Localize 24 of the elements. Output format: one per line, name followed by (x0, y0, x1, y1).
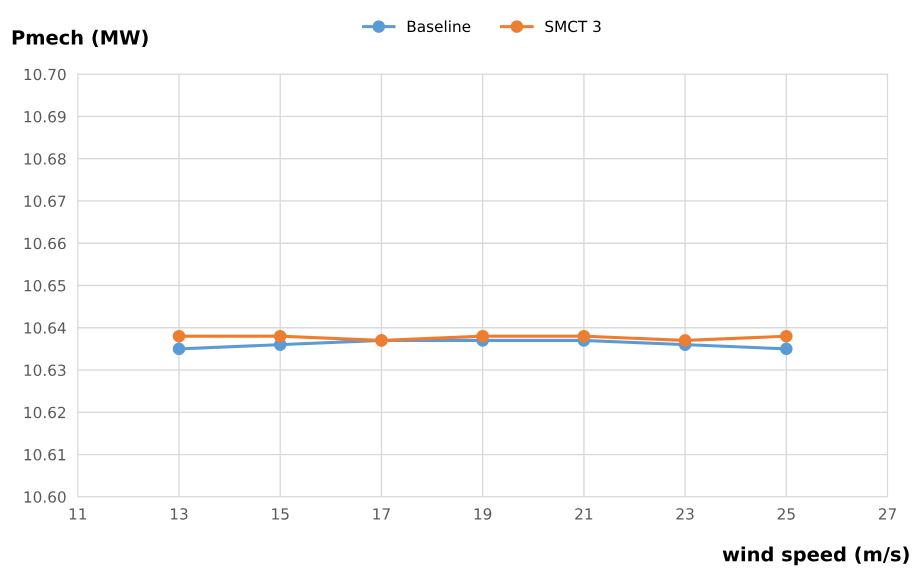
y-tick-label: 10.67 (24, 195, 66, 208)
y-tick-label: 10.61 (24, 448, 66, 461)
y-tick-label: 10.62 (24, 406, 66, 418)
x-tick-label: 17 (373, 508, 390, 520)
y-tick-label: 10.66 (24, 238, 66, 250)
legend-label: SMCT 3 (545, 20, 601, 32)
y-tick-label: 10.70 (24, 68, 66, 80)
x-tick-label: 13 (170, 508, 188, 520)
x-tick-label: 23 (676, 508, 694, 520)
legend-label: Baseline (408, 20, 470, 32)
x-tick-label: 11 (70, 508, 86, 520)
x-axis-title: wind speed (m/s) (722, 546, 909, 566)
x-tick-label: 15 (272, 508, 289, 520)
x-tick-label: 19 (474, 508, 492, 520)
y-axis-title: Pmech (MW) (12, 30, 148, 48)
y-tick-label: 10.68 (24, 153, 66, 165)
y-tick-label: 10.69 (24, 110, 66, 123)
y-tick-label: 10.60 (24, 491, 66, 503)
y-tick-label: 10.63 (24, 364, 66, 376)
x-tick-label: 21 (575, 508, 592, 520)
x-tick-label: 27 (878, 508, 896, 520)
y-tick-label: 10.64 (24, 322, 66, 334)
x-tick-label: 25 (778, 508, 795, 520)
y-tick-label: 10.65 (24, 280, 66, 292)
